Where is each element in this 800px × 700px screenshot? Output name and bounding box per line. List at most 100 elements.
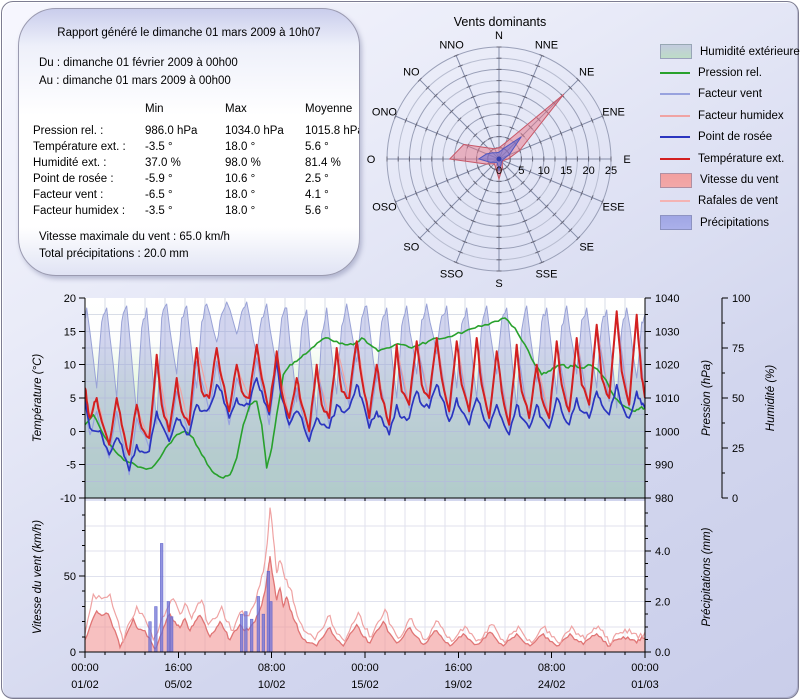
legend-swatch-icon xyxy=(660,72,690,75)
precipitation-bar xyxy=(160,543,164,652)
rose-scale-labels: 0 5 10 15 20 25 xyxy=(496,165,617,177)
svg-text:10/02: 10/02 xyxy=(258,679,286,691)
precipitation-bar xyxy=(250,618,254,652)
svg-text:01/03: 01/03 xyxy=(631,679,659,691)
svg-text:15: 15 xyxy=(64,326,76,338)
svg-text:00:00: 00:00 xyxy=(631,662,659,674)
svg-text:OSO: OSO xyxy=(372,201,397,213)
svg-text:0: 0 xyxy=(70,426,76,438)
legend-swatch-icon xyxy=(660,93,690,96)
precipitation-bar xyxy=(256,596,260,652)
precipitation-axis-title: Précipitations (mm) xyxy=(701,527,713,627)
precipitation-bar xyxy=(170,616,174,652)
legend: Humidité extérieure Pression rel. Facteur … xyxy=(660,41,800,234)
rose-series-rose-rouge xyxy=(448,93,565,182)
row-label: Température ext. : xyxy=(33,141,126,153)
cell-avg: 81.4 % xyxy=(305,157,341,169)
svg-text:5: 5 xyxy=(518,165,524,177)
svg-text:20: 20 xyxy=(582,165,594,177)
legend-label: Pression rel. xyxy=(698,67,762,80)
svg-text:SSE: SSE xyxy=(535,269,557,281)
svg-text:20: 20 xyxy=(64,293,76,305)
svg-text:980: 980 xyxy=(655,493,673,505)
cell-min: 37.0 % xyxy=(145,157,181,169)
wind-series xyxy=(85,507,645,652)
svg-text:1040: 1040 xyxy=(655,293,679,305)
report-summary-box: Rapport généré le dimanche 01 mars 2009 … xyxy=(18,8,360,276)
cell-max: 18.0 ° xyxy=(225,205,256,217)
legend-item: Rafales de vent xyxy=(660,191,798,212)
svg-text:NE: NE xyxy=(579,66,594,78)
legend-item: Température ext. xyxy=(660,148,798,169)
cell-avg: 4.1 ° xyxy=(305,189,329,201)
svg-text:24/02: 24/02 xyxy=(538,679,566,691)
precipitation-bar xyxy=(261,613,265,652)
svg-text:4.0: 4.0 xyxy=(655,546,670,558)
legend-swatch-icon xyxy=(660,200,690,203)
precipitation-bar xyxy=(154,606,158,652)
axes xyxy=(79,297,728,658)
svg-text:15: 15 xyxy=(560,165,572,177)
report-title: Rapport généré le dimanche 01 mars 2009 … xyxy=(57,27,321,39)
legend-swatch-icon xyxy=(660,44,692,60)
series-point-de-rosee xyxy=(85,359,645,472)
row-label: Facteur vent : xyxy=(33,189,104,201)
legend-swatch-icon xyxy=(660,172,692,188)
row-label: Facteur humidex : xyxy=(33,205,126,217)
svg-text:ENE: ENE xyxy=(602,107,625,119)
svg-text:990: 990 xyxy=(655,460,673,472)
svg-text:1000: 1000 xyxy=(655,426,679,438)
cell-avg: 5.6 ° xyxy=(305,205,329,217)
legend-label: Humidité extérieure xyxy=(700,45,800,58)
cell-max: 98.0 % xyxy=(225,157,261,169)
precipitation-bar xyxy=(148,621,152,652)
report-total-precip: Total précipitations : 20.0 mm xyxy=(39,248,189,260)
wind-rose-chart: N NNE NE ENE E ESE SE SSE S SSO SO OSO O ONO NO NNO 0 5 10… xyxy=(367,30,631,290)
svg-text:NO: NO xyxy=(403,66,420,78)
cell-min: -3.5 ° xyxy=(145,141,173,153)
precipitation-bar xyxy=(240,613,244,652)
svg-text:-10: -10 xyxy=(60,493,76,505)
legend-label: Température ext. xyxy=(698,152,785,165)
series-vitesse-du-vent-fill xyxy=(85,556,645,652)
precipitation-bar xyxy=(266,570,270,652)
report-period-to: Au : dimanche 01 mars 2009 à 00h00 xyxy=(39,75,231,87)
svg-text:-5: -5 xyxy=(66,460,76,472)
legend-item: Point de rosée xyxy=(660,127,798,148)
svg-text:10: 10 xyxy=(64,360,76,372)
legend-item: Précipitations xyxy=(660,212,798,233)
svg-text:01/02: 01/02 xyxy=(71,679,99,691)
svg-text:75: 75 xyxy=(732,343,744,355)
svg-text:25: 25 xyxy=(732,443,744,455)
row-label: Pression rel. : xyxy=(33,125,104,137)
svg-text:00:00: 00:00 xyxy=(71,662,99,674)
legend-item: Facteur vent xyxy=(660,84,798,105)
svg-text:0: 0 xyxy=(732,493,738,505)
svg-text:16:00: 16:00 xyxy=(445,662,473,674)
precipitation-bar xyxy=(244,611,248,652)
svg-text:16:00: 16:00 xyxy=(165,662,193,674)
legend-item: Humidité extérieure xyxy=(660,41,800,62)
legend-label: Vitesse du vent xyxy=(700,174,779,187)
cell-max: 10.6 ° xyxy=(225,173,256,185)
timeseries-charts: 20151050-5-10104010301020101010009909801… xyxy=(60,293,750,691)
cell-min: -6.5 ° xyxy=(145,189,173,201)
series-rafales-de-vent xyxy=(85,507,645,645)
svg-text:15/02: 15/02 xyxy=(351,679,379,691)
legend-item: Vitesse du vent xyxy=(660,169,798,190)
svg-text:10: 10 xyxy=(538,165,550,177)
cell-avg: 5.6 ° xyxy=(305,141,329,153)
svg-text:50: 50 xyxy=(64,571,76,583)
svg-text:N: N xyxy=(495,30,503,42)
humidity-axis-title: Humidité (%) xyxy=(765,364,777,432)
main-grid xyxy=(85,298,645,498)
series-temperature-ext xyxy=(85,310,645,456)
temperature-axis-title: Température (°C) xyxy=(32,353,44,443)
legend-item: Pression rel. xyxy=(660,62,798,83)
column-header: Max xyxy=(225,103,247,115)
report-period-from: Du : dimanche 01 février 2009 à 00h00 xyxy=(39,57,238,69)
cell-min: 986.0 hPa xyxy=(145,125,198,137)
svg-text:00:00: 00:00 xyxy=(351,662,379,674)
rose-grid xyxy=(386,46,612,272)
svg-text:SSO: SSO xyxy=(440,269,464,281)
